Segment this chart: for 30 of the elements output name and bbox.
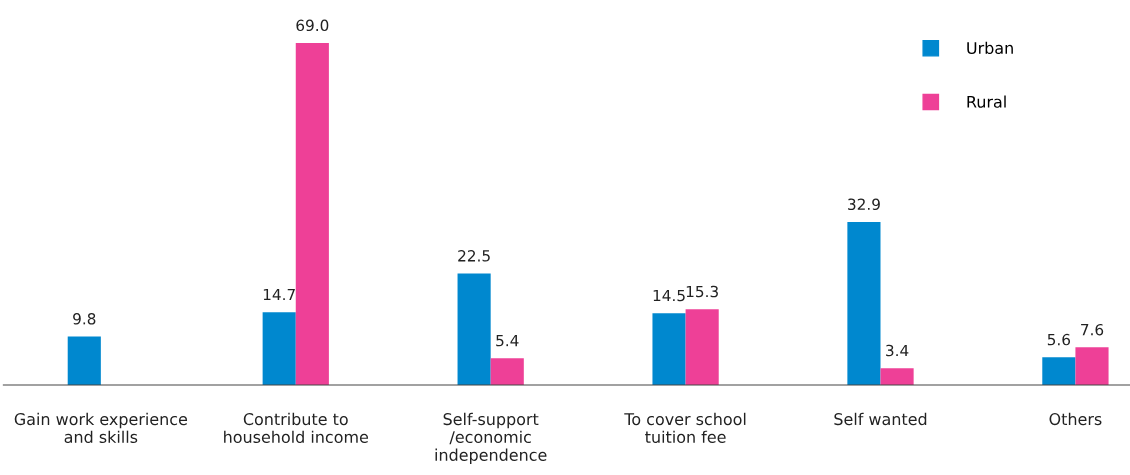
data-label: 5.6 (1047, 333, 1071, 346)
data-label: 9.8 (73, 312, 96, 325)
data-label: 14.5 (653, 289, 685, 302)
bar (685, 309, 719, 385)
x-tick-label: Gain work experience and skills (14, 412, 188, 444)
data-label: 22.5 (458, 250, 490, 262)
bar (490, 358, 524, 385)
data-label: 15.3 (686, 285, 718, 298)
data-label: 32.9 (848, 198, 880, 211)
bar (880, 368, 914, 385)
bar (262, 312, 296, 385)
bar (1042, 357, 1076, 385)
x-tick-label: To cover school tuition fee (624, 412, 746, 444)
data-label: 3.4 (886, 344, 909, 357)
x-tick-label: Contribute to household income (224, 412, 369, 444)
data-label: 14.7 (263, 288, 295, 301)
bar (652, 313, 686, 385)
data-label: 5.4 (496, 335, 519, 347)
bar (295, 43, 329, 385)
x-tick-label: Self wanted (834, 412, 927, 426)
legend-label: Urban (967, 41, 1013, 55)
legend-label: Rural (967, 95, 1006, 108)
bar (457, 273, 491, 385)
data-label: 7.6 (1081, 323, 1104, 336)
x-tick-label: Others (1049, 412, 1102, 426)
bar (1075, 347, 1109, 385)
bar (67, 336, 101, 385)
data-label: 69.0 (296, 19, 329, 32)
bar (847, 221, 881, 385)
x-tick-label: Self-support /economic independence (435, 412, 547, 465)
